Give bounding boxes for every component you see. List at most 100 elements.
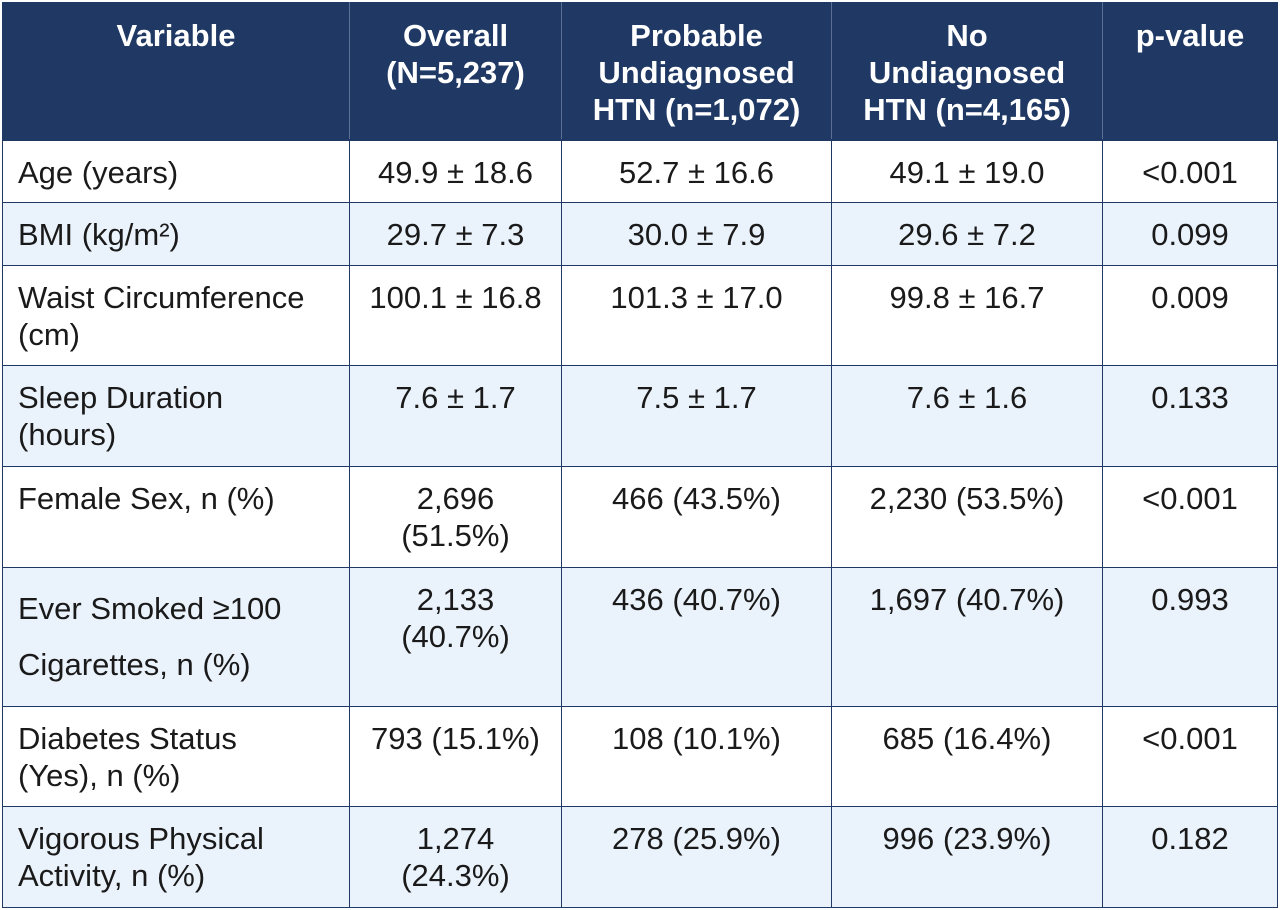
cell-variable: BMI (kg/m²) [2,202,350,266]
header-probable-undiagnosed-htn: Probable Undiagnosed HTN (n=1,072) [561,2,832,141]
cell-line: Vigorous Physical [18,821,264,856]
cell-variable: Female Sex, n (%) [2,466,350,568]
cell-variable: Sleep Duration (hours) [2,365,350,467]
cell-line: 996 (23.9%) [882,821,1052,856]
header-line: Variable [116,18,236,53]
cell-line: 0.993 [1151,582,1229,617]
table-row: Female Sex, n (%) 2,696 (51.5%) 466 (43.5… [2,466,1278,568]
header-line: Overall [402,18,509,53]
cell-line: Ever Smoked ≥100 [18,591,282,626]
cell-p-value: 0.993 [1102,567,1278,707]
cell-variable: Age (years) [2,139,350,203]
cell-line: (51.5%) [401,518,510,553]
cell-overall: 49.9 ± 18.6 [349,139,562,203]
cell-overall: 1,274 (24.3%) [349,806,562,908]
header-line: No [946,18,988,53]
table-row: Diabetes Status (Yes), n (%) 793 (15.1%) … [2,706,1278,807]
cell-overall: 100.1 ± 16.8 [349,265,562,366]
header-no-undiagnosed-htn: No Undiagnosed HTN (n=4,165) [831,2,1103,141]
cell-line: 2,696 [416,481,495,516]
cell-line: 0.009 [1151,280,1229,315]
cell-line: Activity, n (%) [18,858,206,893]
cell-line: 99.8 ± 16.7 [889,280,1045,315]
header-line: Probable [630,18,763,53]
cell-p-value: 0.099 [1102,202,1278,266]
cell-line: Female Sex, n (%) [18,481,275,516]
cell-line: 466 (43.5%) [612,481,781,516]
cell-line: 0.133 [1151,380,1229,415]
cell-line: Sleep Duration [18,380,224,415]
cell-line: <0.001 [1142,154,1238,190]
cell-line: 7.5 ± 1.7 [636,380,757,415]
cell-line: 0.099 [1151,217,1229,252]
cell-line: 2,133 [416,582,495,617]
cell-p-value: <0.001 [1102,466,1278,568]
cell-line: (40.7%) [401,619,510,654]
cell-line: <0.001 [1142,721,1238,756]
cell-variable: Diabetes Status (Yes), n (%) [2,706,350,807]
cell-line: (hours) [18,417,117,452]
table-row: Vigorous Physical Activity, n (%) 1,274 (2… [2,806,1278,908]
cell-line: 7.6 ± 1.7 [395,380,516,415]
cell-overall: 793 (15.1%) [349,706,562,807]
cell-line: 29.6 ± 7.2 [898,217,1036,252]
cell-overall: 2,696 (51.5%) [349,466,562,568]
cell-variable: Ever Smoked ≥100 Cigarettes, n (%) [2,567,350,707]
table-header: Variable Overall (N=5,237) Probable Undi… [2,2,1278,141]
table-row: Waist Circumference (cm) 100.1 ± 16.8 101… [2,265,1278,366]
cell-line: Waist Circumference [18,280,305,315]
cell-line: (24.3%) [401,858,510,893]
cell-probable: 436 (40.7%) [561,567,832,707]
cell-line: <0.001 [1142,481,1238,516]
header-line: p-value [1135,18,1245,53]
table-row: Ever Smoked ≥100 Cigarettes, n (%) 2,133(… [2,567,1278,707]
header-row: Variable Overall (N=5,237) Probable Undi… [2,2,1278,141]
header-p-value: p-value [1102,2,1278,141]
header-overall: Overall (N=5,237) [349,2,562,141]
table-row: Age (years) 49.9 ± 18.6 52.7 ± 16.6 49.1… [2,139,1278,203]
cell-probable: 108 (10.1%) [561,706,832,807]
cell-no-htn: 996 (23.9%) [831,806,1103,908]
cell-line: 52.7 ± 16.6 [619,154,774,190]
header-line: Undiagnosed [868,55,1066,90]
cell-probable: 101.3 ± 17.0 [561,265,832,366]
cell-line: 436 (40.7%) [612,582,781,617]
cell-line: 100.1 ± 16.8 [369,280,542,315]
cell-line: 30.0 ± 7.9 [627,217,766,252]
cell-overall: 29.7 ± 7.3 [349,202,562,266]
cell-probable: 278 (25.9%) [561,806,832,908]
cell-p-value: 0.133 [1102,365,1278,467]
cell-line: Cigarettes, n (%) [18,647,251,682]
table-row: BMI (kg/m²) 29.7 ± 7.3 30.0 ± 7.9 29.6 ±… [2,202,1278,266]
header-line: (N=5,237) [386,55,525,90]
cell-line: Age (years) [18,154,179,190]
cell-variable: Vigorous Physical Activity, n (%) [2,806,350,908]
cell-variable: Waist Circumference (cm) [2,265,350,366]
cell-line: 101.3 ± 17.0 [610,280,783,315]
cell-no-htn: 99.8 ± 16.7 [831,265,1103,366]
cell-p-value: 0.182 [1102,806,1278,908]
cell-line: 278 (25.9%) [612,821,781,856]
cell-line: 685 (16.4%) [882,721,1052,756]
cell-line: (cm) [18,317,80,352]
cell-p-value: <0.001 [1102,706,1278,807]
cell-line: 49.9 ± 18.6 [378,154,533,190]
cell-p-value: 0.009 [1102,265,1278,366]
table-row: Sleep Duration (hours) 7.6 ± 1.7 7.5 ± 1.… [2,365,1278,467]
cell-no-htn: 2,230 (53.5%) [831,466,1103,568]
cell-probable: 7.5 ± 1.7 [561,365,832,467]
cell-line: 0.182 [1151,821,1229,856]
cell-line: (Yes), n (%) [18,758,181,793]
cell-overall: 7.6 ± 1.7 [349,365,562,467]
cell-line: 2,230 (53.5%) [869,481,1065,516]
table-body: Age (years) 49.9 ± 18.6 52.7 ± 16.6 49.1… [2,139,1278,908]
header-line: Undiagnosed [598,55,795,90]
cell-probable: 30.0 ± 7.9 [561,202,832,266]
cell-line: 7.6 ± 1.6 [906,380,1028,415]
cell-line: Diabetes Status [18,721,237,756]
header-line: HTN (n=1,072) [592,92,801,127]
cell-no-htn: 7.6 ± 1.6 [831,365,1103,467]
cell-no-htn: 49.1 ± 19.0 [831,139,1103,203]
